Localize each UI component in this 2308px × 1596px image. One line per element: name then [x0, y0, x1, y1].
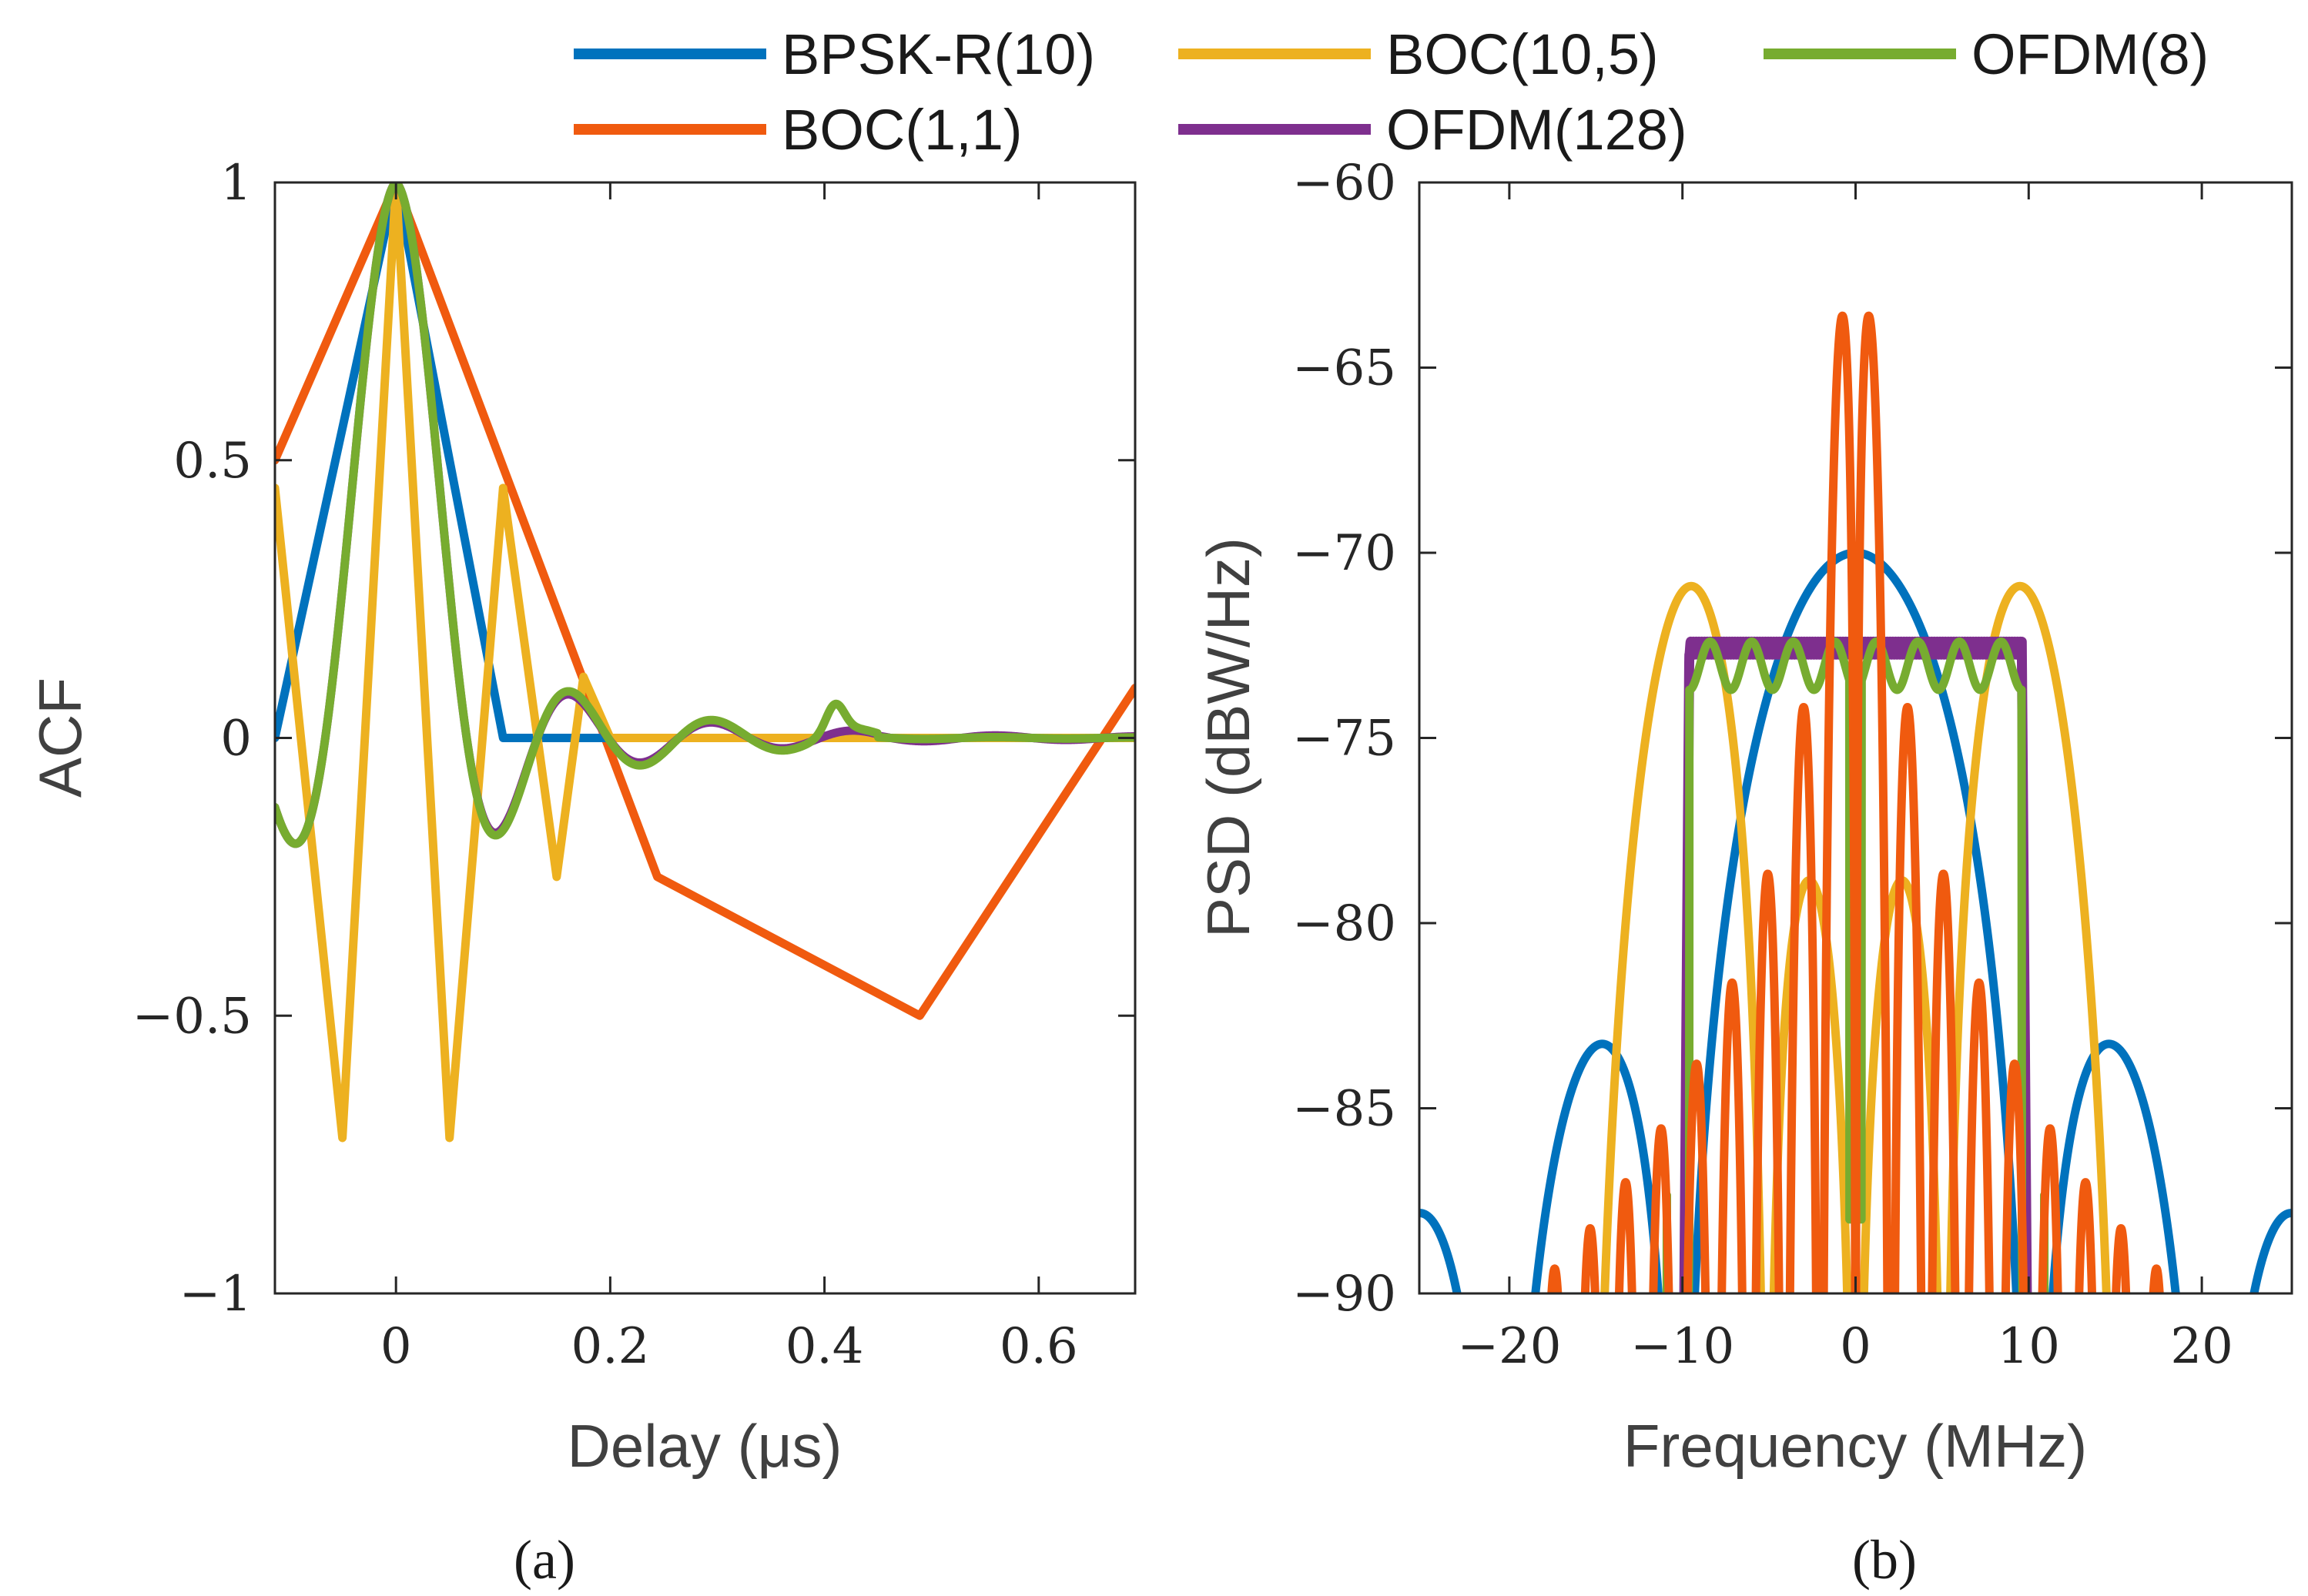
acf-ytick-label: 0.5 — [173, 433, 252, 490]
acf-ytick-label: 1 — [220, 155, 252, 212]
psd-xtick-label: 20 — [2170, 1318, 2233, 1375]
psd-x-axis-label: Frequency (MHz) — [1623, 1412, 2087, 1480]
legend-label-bpsk: BPSK-R(10) — [782, 22, 1095, 86]
legend-label-ofdm8: OFDM(8) — [1971, 22, 2209, 86]
legend-label-ofdm128: OFDM(128) — [1386, 98, 1687, 162]
acf-series-4 — [275, 182, 1135, 848]
acf-series-0 — [275, 182, 1135, 1020]
psd-ytick-label: −70 — [1292, 525, 1396, 582]
psd-ytick-label: −90 — [1292, 1266, 1396, 1323]
acf-series-2 — [275, 182, 1135, 1143]
psd-ytick-label: −80 — [1292, 895, 1396, 952]
acf-series-group — [275, 182, 1135, 1143]
psd-y-axis-label: PSD (dBW/Hz) — [1194, 537, 1262, 938]
psd-ticks: −20 −10 0 10 20 −90 −85 −80 −75 −70 −65 −60 — [1292, 155, 2292, 1375]
acf-xtick-label: 0 — [380, 1318, 412, 1375]
acf-y-axis-label: ACF — [26, 678, 94, 798]
acf-xtick-label: 0.6 — [1000, 1318, 1078, 1375]
legend-label-boc105: BOC(10,5) — [1386, 22, 1659, 86]
psd-ytick-label: −65 — [1292, 340, 1396, 397]
psd-xtick-label: −10 — [1630, 1318, 1734, 1375]
legend-label-boc11: BOC(1,1) — [782, 98, 1023, 162]
acf-xtick-label: 0.4 — [786, 1318, 864, 1375]
acf-ticks: 0 0.2 0.4 0.6 −1 −0.5 0 0.5 1 — [132, 155, 1135, 1375]
legend: BPSK-R(10) BOC(10,5) OFDM(8) BOC(1,1) OF… — [574, 22, 2209, 162]
acf-panel: 0 0.2 0.4 0.6 −1 −0.5 0 0.5 1 Delay (μs) ACF (a) — [26, 155, 1137, 1591]
panel-label-b: (b) — [1852, 1529, 1917, 1591]
acf-x-axis-label: Delay (μs) — [568, 1412, 842, 1480]
psd-xtick-label: 0 — [1840, 1318, 1871, 1375]
psd-xtick-label: 10 — [1998, 1318, 2060, 1375]
panel-label-a: (a) — [514, 1529, 575, 1591]
psd-panel: −20 −10 0 10 20 −90 −85 −80 −75 −70 −65 −60 Frequen… — [1194, 155, 2293, 1591]
acf-ytick-label: −0.5 — [132, 988, 252, 1045]
psd-series-4 — [1547, 311, 2164, 1293]
acf-ytick-label: 0 — [220, 711, 252, 768]
acf-ytick-label: −1 — [179, 1266, 252, 1323]
psd-ytick-label: −75 — [1292, 711, 1396, 768]
psd-ytick-label: −60 — [1292, 155, 1396, 212]
psd-ytick-label: −85 — [1292, 1081, 1396, 1138]
psd-xtick-label: −20 — [1457, 1318, 1561, 1375]
acf-xtick-label: 0.2 — [571, 1318, 650, 1375]
psd-series-group — [1419, 311, 2292, 1293]
